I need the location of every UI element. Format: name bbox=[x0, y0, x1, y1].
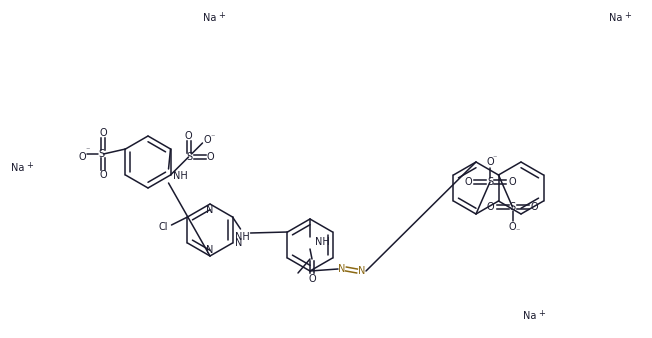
Text: ⁻: ⁻ bbox=[493, 153, 497, 163]
Text: N: N bbox=[235, 238, 242, 248]
Text: S: S bbox=[487, 177, 493, 187]
Text: N: N bbox=[359, 266, 366, 276]
Text: ⁻: ⁻ bbox=[211, 132, 215, 142]
Text: N: N bbox=[206, 245, 214, 255]
Text: ⁻: ⁻ bbox=[85, 145, 90, 154]
Text: S: S bbox=[509, 202, 516, 212]
Text: O: O bbox=[185, 131, 192, 141]
Text: S: S bbox=[186, 152, 192, 162]
Text: O: O bbox=[79, 152, 86, 162]
Text: ⁻: ⁻ bbox=[515, 226, 520, 236]
Text: O: O bbox=[486, 157, 494, 167]
Text: O: O bbox=[486, 202, 494, 212]
Text: +: + bbox=[625, 11, 631, 21]
Text: Na: Na bbox=[524, 311, 537, 321]
Text: N: N bbox=[206, 205, 214, 215]
Text: O: O bbox=[100, 170, 108, 180]
Text: NH: NH bbox=[173, 171, 188, 181]
Text: S: S bbox=[98, 149, 104, 159]
Text: O: O bbox=[509, 222, 516, 232]
Text: O: O bbox=[207, 152, 215, 162]
Text: O: O bbox=[531, 202, 539, 212]
Text: Na: Na bbox=[610, 13, 623, 23]
Text: O: O bbox=[464, 177, 472, 187]
Text: N: N bbox=[338, 264, 346, 274]
Text: Na: Na bbox=[203, 13, 216, 23]
Text: Cl: Cl bbox=[158, 222, 168, 232]
Text: O: O bbox=[508, 177, 516, 187]
Text: O: O bbox=[308, 274, 316, 284]
Text: O: O bbox=[203, 135, 211, 145]
Text: O: O bbox=[100, 128, 108, 138]
Text: +: + bbox=[539, 310, 546, 318]
Text: NH: NH bbox=[315, 237, 329, 247]
Text: +: + bbox=[27, 162, 33, 170]
Text: NH: NH bbox=[235, 232, 250, 242]
Text: +: + bbox=[218, 11, 226, 21]
Text: Na: Na bbox=[11, 163, 25, 173]
